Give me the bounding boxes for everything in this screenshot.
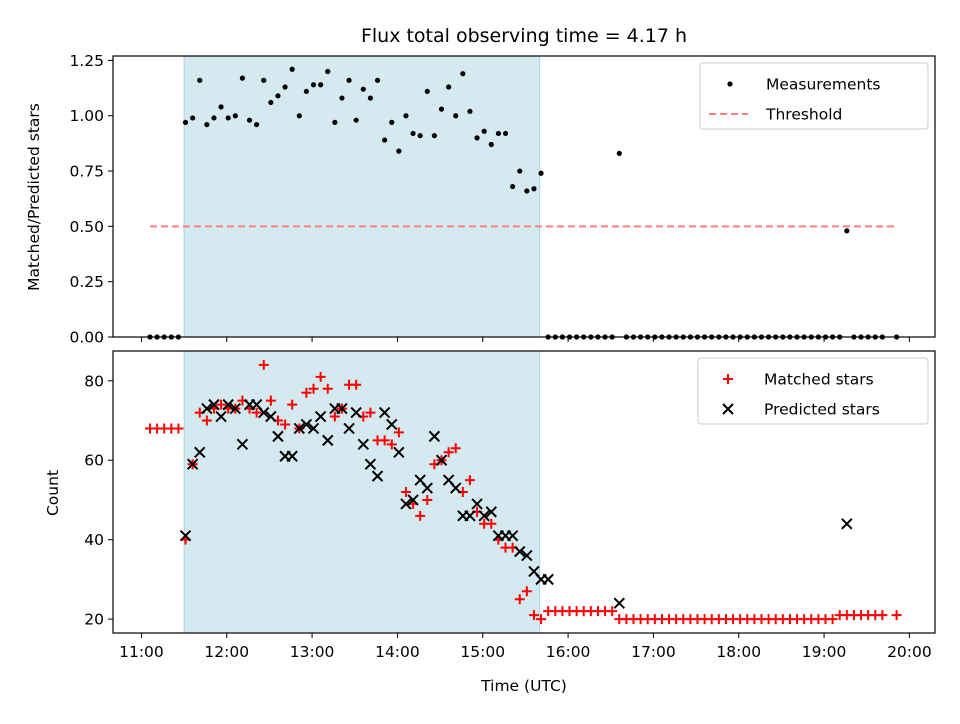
measurement-point: [190, 115, 195, 120]
predicted-star-point: [614, 598, 624, 608]
bottom-y-axis-label: Count: [44, 470, 62, 516]
measurement-point: [297, 113, 302, 118]
measurement-point: [268, 100, 273, 105]
measurement-point: [432, 133, 437, 138]
measurement-point: [503, 131, 508, 136]
measurement-point: [446, 84, 451, 89]
measurement-point: [346, 78, 351, 83]
measurement-point: [460, 71, 465, 76]
measurement-point: [247, 118, 252, 123]
bottom-panel: 20 40 60 80 11:00 12:00 13:00 14:00 15:00 16:00 17…: [84, 351, 935, 661]
measurement-point: [474, 135, 479, 140]
measurement-point: [489, 142, 494, 147]
measurement-point: [382, 137, 387, 142]
chart-figure: Flux total observing time = 4.17 h 0.000…: [0, 0, 960, 720]
measurement-point: [453, 113, 458, 118]
top-y-tick-label: 0.00: [69, 329, 104, 347]
measurement-point: [204, 122, 209, 127]
measurement-point: [531, 186, 536, 191]
legend-label: Predicted stars: [764, 401, 880, 419]
measurement-point: [524, 188, 529, 193]
legend-measurement-swatch: [727, 81, 732, 86]
top-y-tick-label: 1.25: [69, 52, 104, 70]
measurement-point: [510, 184, 515, 189]
legend-label: Matched stars: [764, 371, 874, 389]
top-y-tick-label: 0.75: [69, 163, 104, 181]
measurement-point: [218, 104, 223, 109]
measurement-point: [290, 67, 295, 72]
measurement-point: [375, 78, 380, 83]
measurement-point: [517, 168, 522, 173]
x-tick-label: 16:00: [546, 643, 591, 661]
matched-star-point: [892, 610, 902, 620]
top-y-tick-label: 0.25: [69, 273, 104, 291]
top-shaded-region: [184, 56, 540, 337]
measurement-point: [389, 120, 394, 125]
measurement-point: [183, 120, 188, 125]
matched-star-point: [173, 423, 183, 433]
measurement-point: [339, 95, 344, 100]
bottom-y-tick-label: 40: [84, 531, 104, 549]
top-y-tick-label: 1.00: [69, 107, 104, 125]
predicted-star-point: [842, 519, 852, 529]
x-tick-label: 18:00: [716, 643, 761, 661]
x-tick-label: 19:00: [802, 643, 847, 661]
measurement-point: [617, 151, 622, 156]
matched-star-point: [877, 610, 887, 620]
measurement-point: [275, 93, 280, 98]
measurement-point: [254, 122, 259, 127]
measurement-point: [425, 89, 430, 94]
predicted-star-point: [543, 574, 553, 584]
measurement-point: [410, 131, 415, 136]
measurement-point: [325, 69, 330, 74]
x-tick-label: 17:00: [631, 643, 676, 661]
measurement-point: [396, 149, 401, 154]
measurement-point: [418, 133, 423, 138]
bottom-y-tick-label: 60: [84, 452, 104, 470]
chart-title: Flux total observing time = 4.17 h: [361, 25, 687, 47]
top-y-axis-label: Matched/Predicted stars: [25, 103, 43, 291]
legend-label: Measurements: [766, 76, 881, 94]
measurement-point: [482, 129, 487, 134]
measurement-point: [403, 113, 408, 118]
x-tick-label: 13:00: [290, 643, 335, 661]
measurement-point: [496, 131, 501, 136]
x-tick-label: 15:00: [460, 643, 505, 661]
top-panel: 0.00 0.25 0.50 0.75 1.00 1.25 Measurements Thre…: [69, 52, 935, 347]
x-axis-label: Time (UTC): [480, 677, 567, 695]
measurement-point: [197, 78, 202, 83]
measurement-point: [226, 115, 231, 120]
bottom-y-tick-label: 80: [84, 372, 104, 390]
measurement-point: [361, 87, 366, 92]
measurement-point: [332, 120, 337, 125]
x-tick-label: 11:00: [119, 643, 164, 661]
measurement-point: [467, 109, 472, 114]
measurement-point: [211, 115, 216, 120]
measurement-point: [354, 118, 359, 123]
measurement-point: [844, 228, 849, 233]
x-tick-label: 20:00: [887, 643, 932, 661]
x-tick-label: 14:00: [375, 643, 420, 661]
measurement-point: [240, 76, 245, 81]
measurement-point: [318, 82, 323, 87]
measurement-point: [439, 107, 444, 112]
x-tick-label: 12:00: [204, 643, 249, 661]
measurement-point: [368, 95, 373, 100]
bottom-shaded-region: [184, 351, 540, 633]
bottom-y-tick-label: 20: [84, 611, 104, 629]
measurement-point: [538, 171, 543, 176]
measurement-point: [233, 113, 238, 118]
measurement-point: [311, 82, 316, 87]
measurement-point: [261, 78, 266, 83]
top-y-tick-label: 0.50: [69, 218, 104, 236]
measurement-point: [282, 84, 287, 89]
legend-label: Threshold: [765, 106, 842, 124]
measurement-point: [304, 89, 309, 94]
